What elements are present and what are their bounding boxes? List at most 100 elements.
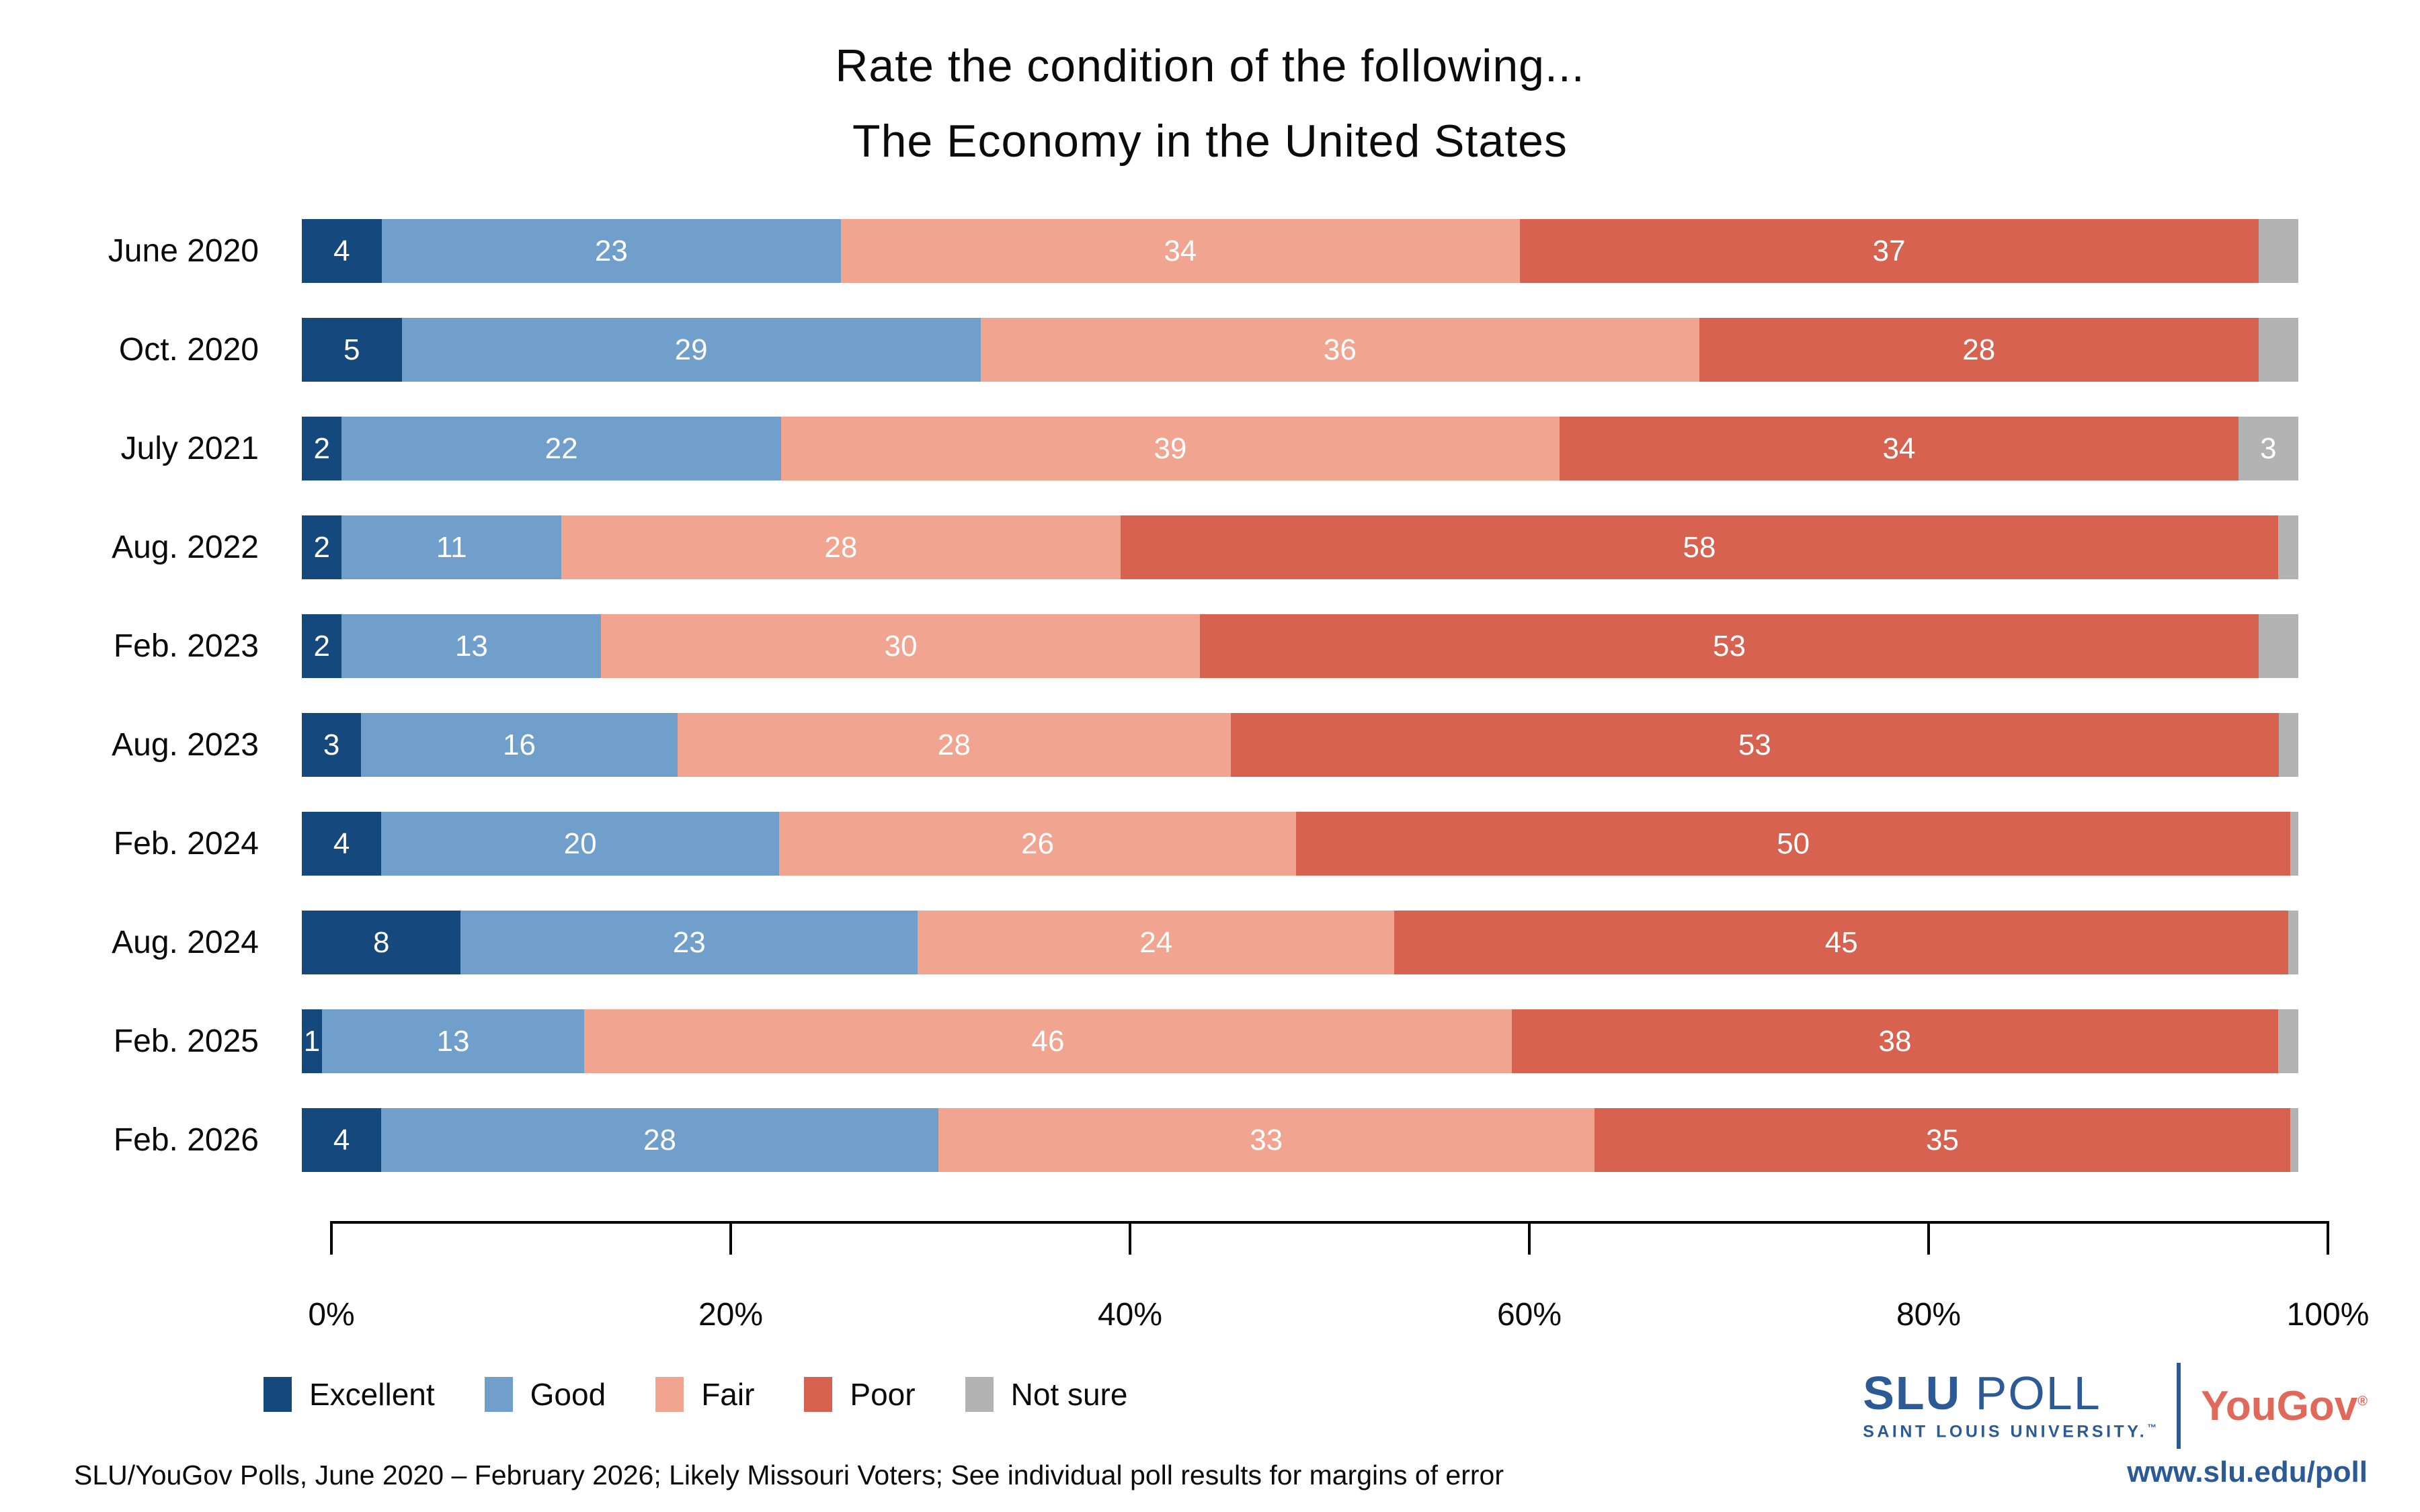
segment-value-label: 28 (824, 530, 858, 564)
poll-logo-text: POLL (1975, 1367, 2101, 1420)
stacked-bar: 2 11 28 58 (302, 515, 2298, 579)
bar-row-aug-2022: Aug. 2022 2 11 28 58 (0, 515, 2420, 579)
segment-poor: 35 (1594, 1108, 2291, 1172)
segment-value-label: 3 (323, 728, 340, 761)
brand-lockup: SLU POLL SAINT LOUIS UNIVERSITY.™ YouGov… (1863, 1363, 2368, 1449)
segment-value-label: 5 (344, 333, 360, 366)
row-label: Feb. 2024 (113, 826, 259, 862)
segment-excellent: 3 (302, 713, 362, 777)
segment-not-sure: 3 (2238, 417, 2298, 480)
axis-tick (330, 1221, 333, 1255)
bar-row-feb-2023: Feb. 2023 2 13 30 53 (0, 614, 2420, 678)
row-label: Aug. 2023 (112, 727, 259, 763)
stacked-bar: 3 16 28 53 (302, 713, 2298, 777)
stacked-bar: 5 29 36 28 (302, 318, 2298, 382)
segment-poor: 28 (1699, 318, 2259, 382)
chart-title: Rate the condition of the following... T… (0, 28, 2420, 179)
segment-not-sure (2278, 515, 2298, 579)
segment-value-label: 3 (2260, 431, 2277, 465)
chart-title-line2: The Economy in the United States (852, 116, 1568, 167)
segment-excellent: 1 (302, 1009, 322, 1073)
stacked-bar: 2 22 39 34 3 (302, 417, 2298, 480)
segment-good: 29 (401, 318, 981, 382)
axis-tick-label: 80% (1896, 1297, 1962, 1333)
segment-good: 22 (341, 417, 781, 480)
slu-university-label: SAINT LOUIS UNIVERSITY. (1863, 1422, 2148, 1441)
segment-value-label: 24 (1139, 925, 1173, 959)
segment-fair: 39 (780, 417, 1560, 480)
segment-value-label: 36 (1323, 333, 1357, 366)
segment-value-label: 34 (1164, 234, 1197, 267)
segment-value-label: 46 (1031, 1024, 1065, 1058)
slu-university-text: SAINT LOUIS UNIVERSITY.™ (1863, 1422, 2156, 1441)
segment-fair: 28 (677, 713, 1232, 777)
segment-poor: 45 (1394, 911, 2289, 974)
segment-excellent: 8 (302, 911, 461, 974)
yougov-logo-text: YouGov (2201, 1382, 2358, 1429)
row-label: Feb. 2026 (113, 1122, 259, 1158)
bar-row-feb-2025: Feb. 2025 1 13 46 38 (0, 1009, 2420, 1073)
legend-item-good: Good (484, 1376, 606, 1413)
segment-poor: 38 (1511, 1009, 2278, 1073)
legend-swatch-good (484, 1377, 513, 1412)
segment-good: 23 (460, 911, 918, 974)
stacked-bar: 8 23 24 45 (302, 911, 2298, 974)
segment-value-label: 53 (1713, 629, 1746, 663)
segment-value-label: 23 (594, 234, 628, 267)
legend-item-fair: Fair (655, 1376, 754, 1413)
row-label: Aug. 2022 (112, 530, 259, 565)
segment-fair: 24 (918, 911, 1395, 974)
segment-value-label: 4 (333, 827, 350, 860)
segment-value-label: 39 (1154, 431, 1187, 465)
bar-row-june-2020: June 2020 4 23 34 37 (0, 219, 2420, 283)
segment-value-label: 53 (1738, 728, 1771, 761)
segment-fair: 34 (840, 219, 1520, 283)
segment-value-label: 35 (1925, 1123, 1959, 1157)
segment-good: 20 (381, 812, 779, 876)
bar-row-oct-2020: Oct. 2020 5 29 36 28 (0, 318, 2420, 382)
axis-tick (1129, 1221, 1131, 1255)
segment-excellent: 2 (302, 515, 342, 579)
segment-value-label: 45 (1824, 925, 1858, 959)
segment-fair: 33 (938, 1108, 1595, 1172)
segment-value-label: 20 (563, 827, 597, 860)
segment-good: 13 (321, 1009, 584, 1073)
segment-value-label: 16 (502, 728, 536, 761)
segment-excellent: 2 (302, 614, 342, 678)
segment-poor: 53 (1231, 713, 2279, 777)
legend-label: Poor (850, 1377, 916, 1412)
legend-label: Excellent (309, 1377, 435, 1412)
segment-not-sure (2288, 911, 2298, 974)
segment-value-label: 2 (313, 431, 330, 465)
segment-value-label: 29 (674, 333, 708, 366)
legend-label: Good (530, 1377, 606, 1412)
row-label: Aug. 2024 (112, 925, 259, 960)
row-label: July 2021 (120, 431, 259, 466)
segment-value-label: 8 (372, 925, 390, 959)
stacked-bar: 4 23 34 37 (302, 219, 2298, 283)
registered-symbol: ® (2357, 1393, 2368, 1409)
segment-value-label: 28 (937, 728, 971, 761)
bar-row-feb-2026: Feb. 2026 4 28 33 35 (0, 1108, 2420, 1172)
bar-row-july-2021: July 2021 2 22 39 34 3 (0, 417, 2420, 480)
segment-good: 11 (341, 515, 562, 579)
legend-swatch-excellent (264, 1377, 292, 1412)
legend-swatch-poor (804, 1377, 833, 1412)
axis-tick (1528, 1221, 1531, 1255)
segment-value-label: 2 (313, 530, 330, 564)
segment-value-label: 23 (672, 925, 706, 959)
segment-poor: 50 (1296, 812, 2291, 876)
segment-value-label: 33 (1250, 1123, 1283, 1157)
segment-excellent: 4 (302, 1108, 382, 1172)
axis-tick-label: 40% (1097, 1297, 1163, 1333)
segment-fair: 28 (561, 515, 1121, 579)
trademark-symbol: ™ (2147, 1422, 2157, 1433)
segment-value-label: 58 (1683, 530, 1716, 564)
segment-not-sure (2290, 1108, 2298, 1172)
slu-poll-block: SLU POLL SAINT LOUIS UNIVERSITY.™ (1863, 1370, 2156, 1441)
segment-good: 16 (361, 713, 678, 777)
segment-fair: 46 (583, 1009, 1512, 1073)
segment-value-label: 13 (436, 1024, 470, 1058)
segment-poor: 53 (1200, 614, 2259, 678)
